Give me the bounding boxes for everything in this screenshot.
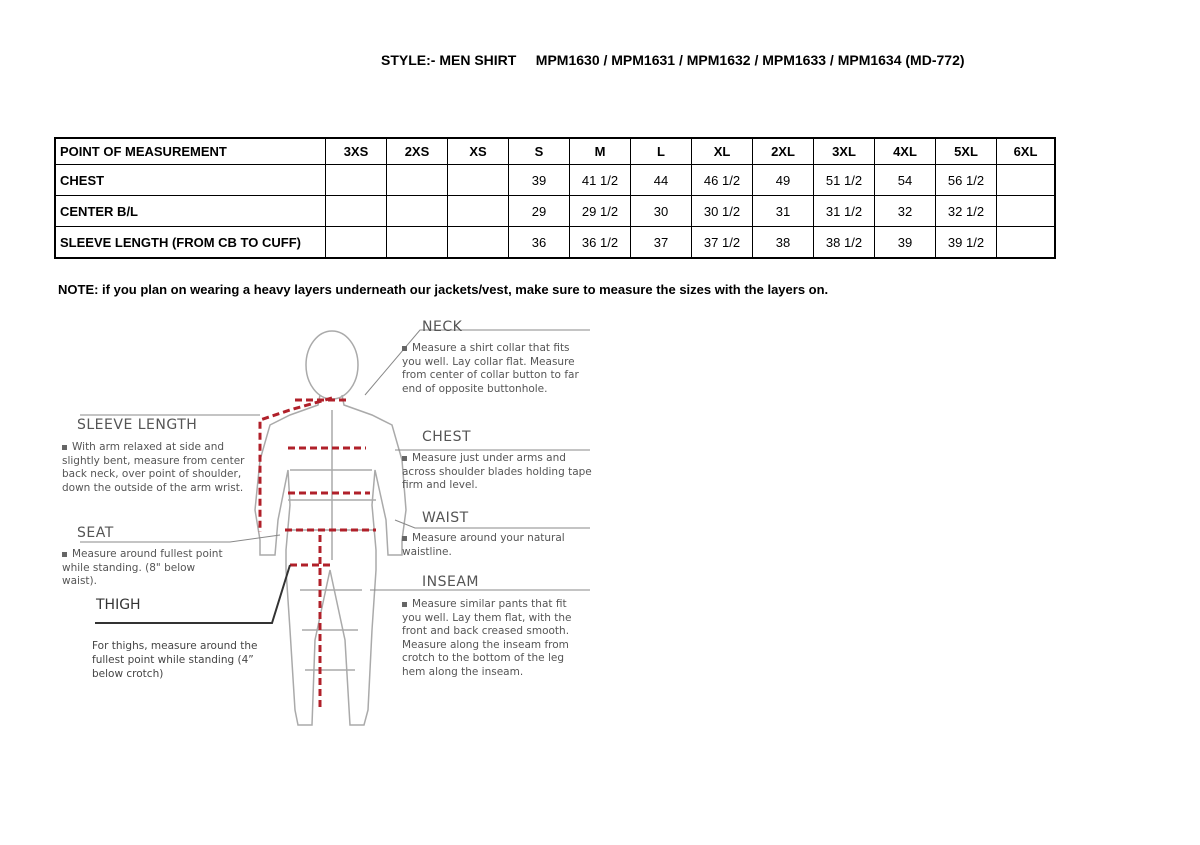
table-cell: 38 1/2 [813, 226, 875, 259]
neck-description: Measure a shirt collar that fits you wel… [402, 342, 579, 395]
table-cell: 54 [874, 164, 936, 196]
thigh-title: THIGH [96, 597, 141, 613]
column-header: 3XL [813, 137, 875, 165]
table-cell: 30 [630, 195, 692, 227]
neck-title: NECK [422, 319, 463, 335]
table-cell: 29 [508, 195, 570, 227]
table-cell: 39 [874, 226, 936, 259]
seat-title: SEAT [77, 525, 114, 541]
table-cell: 46 1/2 [691, 164, 753, 196]
seat-description: Measure around fullest point while stand… [62, 548, 223, 587]
inseam-title: INSEAM [422, 574, 479, 590]
table-cell [447, 226, 509, 259]
table-cell [325, 164, 387, 196]
table-cell: 32 1/2 [935, 195, 997, 227]
column-header: M [569, 137, 631, 165]
table-cell: 51 1/2 [813, 164, 875, 196]
waist-description: Measure around your natural waistline. [402, 532, 565, 558]
row-label: CHEST [54, 164, 326, 196]
table-cell: 44 [630, 164, 692, 196]
table-cell [996, 226, 1056, 259]
column-header: 3XS [325, 137, 387, 165]
sleeve-length-title: SLEEVE LENGTH [77, 417, 198, 433]
table-row: CENTER B/L 29 29 1/2 30 30 1/2 31 31 1/2 32 32 1… [54, 195, 1056, 227]
column-header: 2XS [386, 137, 448, 165]
note-text: NOTE: if you plan on wearing a heavy lay… [58, 282, 829, 297]
column-header: XL [691, 137, 753, 165]
table-header-row: POINT OF MEASUREMENT 3XS 2XS XS S M L XL 2XL 3XL 4… [54, 137, 1056, 165]
column-header: POINT OF MEASUREMENT [54, 137, 326, 165]
table-cell: 39 1/2 [935, 226, 997, 259]
column-header: 2XL [752, 137, 814, 165]
column-header: 4XL [874, 137, 936, 165]
table-cell: 31 [752, 195, 814, 227]
column-header: 5XL [935, 137, 997, 165]
table-cell [996, 195, 1056, 227]
table-cell [325, 226, 387, 259]
table-row: CHEST 39 41 1/2 44 46 1/2 49 51 1/2 54 56 1/2 [54, 164, 1056, 196]
table-cell: 41 1/2 [569, 164, 631, 196]
table-cell [996, 164, 1056, 196]
table-cell: 38 [752, 226, 814, 259]
column-header: 6XL [996, 137, 1056, 165]
table-cell: 36 1/2 [569, 226, 631, 259]
style-title: STYLE:- MEN SHIRT MPM1630 / MPM1631 / MP… [381, 52, 965, 68]
table-cell: 37 [630, 226, 692, 259]
measurement-table: POINT OF MEASUREMENT 3XS 2XS XS S M L XL 2XL 3XL 4… [54, 137, 1056, 259]
table-cell: 31 1/2 [813, 195, 875, 227]
bullet-icon [402, 455, 407, 461]
waist-title: WAIST [422, 510, 469, 526]
bullet-icon [62, 551, 67, 557]
chest-title: CHEST [422, 429, 472, 445]
chest-description: Measure just under arms and across shoul… [402, 452, 592, 491]
measurement-guide: NECK Measure a shirt collar that fits yo… [50, 310, 610, 750]
row-label: CENTER B/L [54, 195, 326, 227]
row-label: SLEEVE LENGTH (FROM CB TO CUFF) [54, 226, 326, 259]
bullet-icon [402, 601, 407, 607]
column-header: XS [447, 137, 509, 165]
table-cell: 30 1/2 [691, 195, 753, 227]
body-figure-illustration [80, 329, 590, 726]
style-label: STYLE:- MEN SHIRT [381, 52, 517, 68]
table-cell: 29 1/2 [569, 195, 631, 227]
table-cell: 39 [508, 164, 570, 196]
table-row: SLEEVE LENGTH (FROM CB TO CUFF) 36 36 1/2 3… [54, 226, 1056, 259]
column-header: S [508, 137, 570, 165]
bullet-icon [62, 444, 67, 450]
inseam-description: Measure similar pants that fit you well.… [402, 598, 572, 678]
table-cell: 32 [874, 195, 936, 227]
table-cell [325, 195, 387, 227]
sleeve-length-description: With arm relaxed at side and slightly be… [62, 441, 245, 494]
thigh-description: For thighs, measure around the fullest p… [92, 640, 258, 680]
table-cell: 49 [752, 164, 814, 196]
table-cell: 56 1/2 [935, 164, 997, 196]
table-cell [386, 195, 448, 227]
bullet-icon [402, 345, 407, 351]
table-cell [447, 195, 509, 227]
style-codes: MPM1630 / MPM1631 / MPM1632 / MPM1633 / … [535, 52, 965, 68]
bullet-icon [402, 535, 407, 541]
table-cell [447, 164, 509, 196]
table-cell: 36 [508, 226, 570, 259]
table-cell [386, 226, 448, 259]
table-cell [386, 164, 448, 196]
table-cell: 37 1/2 [691, 226, 753, 259]
column-header: L [630, 137, 692, 165]
